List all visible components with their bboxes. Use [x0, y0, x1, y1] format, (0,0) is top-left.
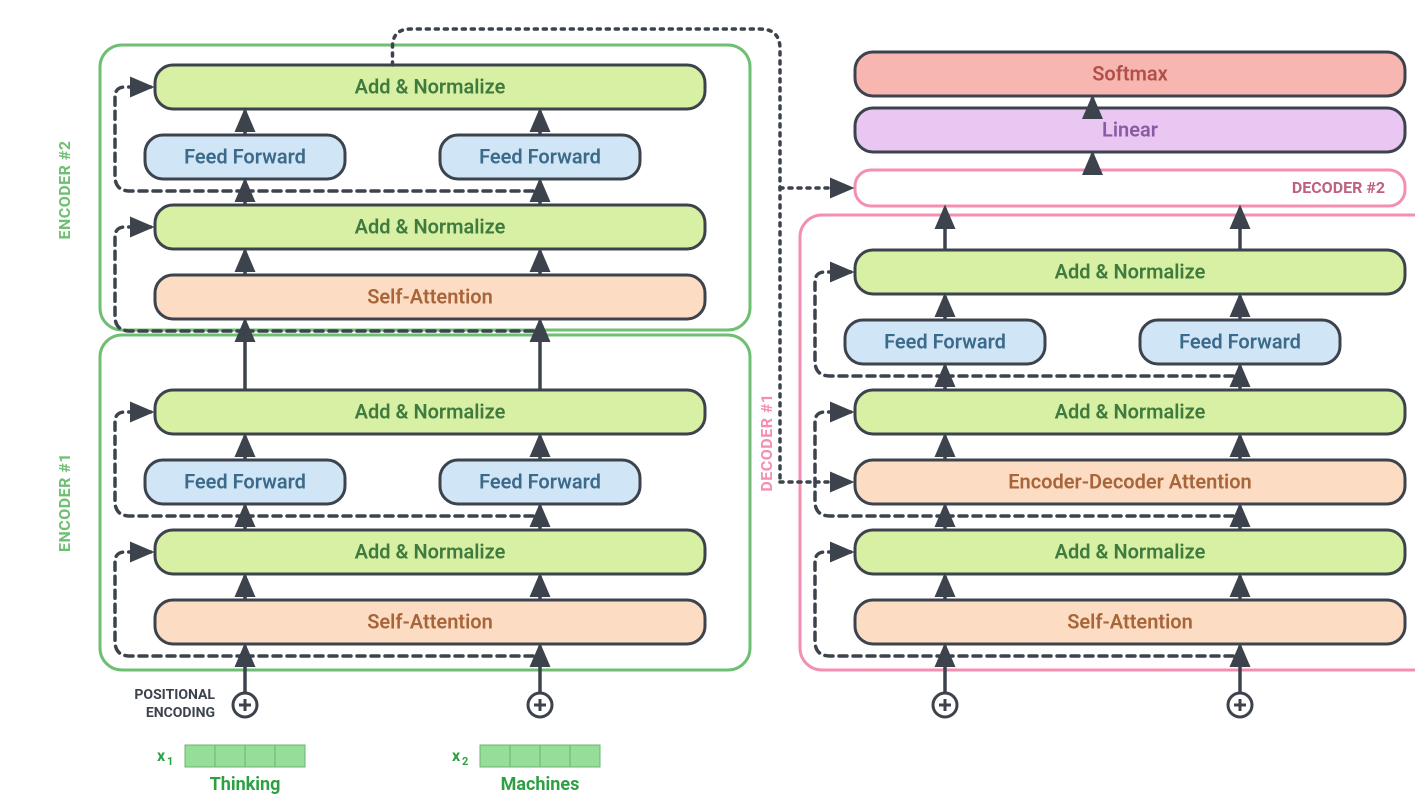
- enc2-ff2: Feed Forward: [440, 135, 640, 179]
- plus-icon: [933, 693, 957, 717]
- transformer-diagram: ENCODER #1 ENCODER #2 Self-Attention Add & …: [0, 0, 1415, 804]
- positional-encoding-label: ENCODING: [146, 705, 215, 721]
- svg-text:Add & Normalize: Add & Normalize: [355, 399, 506, 423]
- svg-text:Feed Forward: Feed Forward: [184, 469, 306, 493]
- dec1-addnorm2: Add & Normalize: [855, 390, 1405, 434]
- enc2-addnorm2: Add & Normalize: [155, 65, 705, 109]
- encoder-1-label: ENCODER #1: [55, 453, 74, 552]
- positional-encoding-label: POSITIONAL: [134, 687, 215, 703]
- svg-text:Add & Normalize: Add & Normalize: [355, 74, 506, 98]
- enc2-selfattn: Self-Attention: [155, 275, 705, 319]
- dec1-encdec: Encoder-Decoder Attention: [855, 460, 1405, 504]
- svg-text:Feed Forward: Feed Forward: [184, 144, 306, 168]
- dec1-addnorm1: Add & Normalize: [855, 530, 1405, 574]
- enc1-addnorm1: Add & Normalize: [155, 530, 705, 574]
- decoder-1-label: DECODER #1: [757, 393, 776, 491]
- input-token: Thinking: [210, 774, 281, 795]
- dec1-ff1: Feed Forward: [845, 320, 1045, 364]
- input-vector: [480, 745, 600, 767]
- enc1-ff1: Feed Forward: [145, 460, 345, 504]
- dec1-selfattn: Self-Attention: [855, 600, 1405, 644]
- svg-text:Encoder-Decoder Attention: Encoder-Decoder Attention: [1008, 469, 1251, 493]
- dec1-addnorm3: Add & Normalize: [855, 250, 1405, 294]
- dec1-ff2: Feed Forward: [1140, 320, 1340, 364]
- svg-text:Self-Attention: Self-Attention: [1067, 609, 1193, 633]
- plus-icon: [233, 693, 257, 717]
- enc1-addnorm2: Add & Normalize: [155, 390, 705, 434]
- plus-icon: [528, 693, 552, 717]
- enc1-selfattn: Self-Attention: [155, 600, 705, 644]
- input-x-label: x: [157, 746, 166, 765]
- svg-text:Add & Normalize: Add & Normalize: [1055, 399, 1206, 423]
- svg-text:Add & Normalize: Add & Normalize: [355, 539, 506, 563]
- input-vector: [185, 745, 305, 767]
- svg-text:Add & Normalize: Add & Normalize: [355, 214, 506, 238]
- input-x-sub: 1: [167, 755, 173, 768]
- enc1-ff2: Feed Forward: [440, 460, 640, 504]
- svg-text:Feed Forward: Feed Forward: [479, 144, 601, 168]
- decoder-2-label: DECODER #2: [1292, 178, 1385, 197]
- enc2-ff1: Feed Forward: [145, 135, 345, 179]
- input-x-sub: 2: [462, 755, 468, 768]
- svg-text:Add & Normalize: Add & Normalize: [1055, 539, 1206, 563]
- enc2-addnorm1: Add & Normalize: [155, 205, 705, 249]
- linear: Linear: [855, 108, 1405, 152]
- svg-text:Self-Attention: Self-Attention: [367, 284, 493, 308]
- svg-text:Feed Forward: Feed Forward: [479, 469, 601, 493]
- svg-text:Feed Forward: Feed Forward: [1179, 329, 1301, 353]
- input-x-label: x: [452, 746, 461, 765]
- softmax: Softmax: [855, 52, 1405, 96]
- decoder-2-box: DECODER #2: [855, 170, 1405, 206]
- svg-text:Self-Attention: Self-Attention: [367, 609, 493, 633]
- svg-text:Softmax: Softmax: [1092, 61, 1168, 85]
- encoder-2-label: ENCODER #2: [55, 140, 74, 239]
- input-token: Machines: [501, 774, 580, 795]
- svg-text:Feed Forward: Feed Forward: [884, 329, 1006, 353]
- plus-icon: [1228, 693, 1252, 717]
- svg-text:Add & Normalize: Add & Normalize: [1055, 259, 1206, 283]
- svg-text:Linear: Linear: [1102, 117, 1158, 141]
